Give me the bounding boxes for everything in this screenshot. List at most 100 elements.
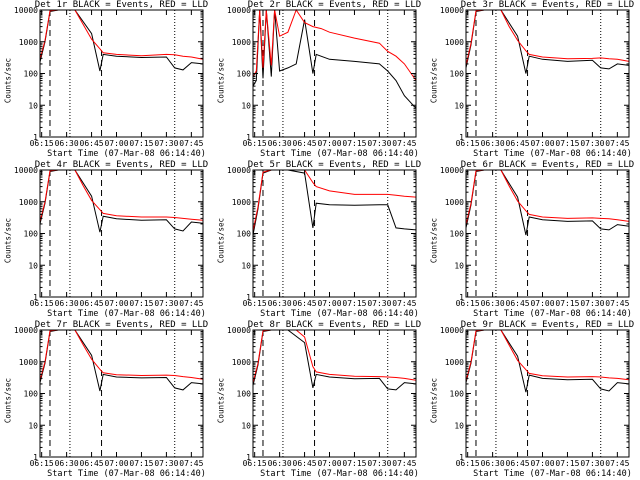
plot-frame	[465, 9, 630, 138]
panel-title: Det 2r BLACK = Events, RED = LLD	[247, 0, 422, 10]
x-tick-label: 07:15	[342, 299, 366, 308]
y-tick-label: 100	[450, 70, 465, 79]
x-tick-label: 07:30	[154, 299, 178, 308]
y-tick-label: 1	[246, 453, 251, 462]
y-tick-label: 10	[28, 101, 38, 110]
y-tick-label: 100	[24, 390, 39, 399]
x-axis-label: Start Time (07-Mar-08 06:14:40)	[47, 309, 206, 319]
detector-panel: Det 3r BLACK = Events, RED = LLD Start Ti…	[426, 0, 639, 160]
y-tick-label: 100	[24, 230, 39, 239]
detector-panel: Det 4r BLACK = Events, RED = LLD Start Ti…	[0, 160, 213, 320]
x-axis-label: Start Time (07-Mar-08 06:14:40)	[260, 149, 419, 159]
x-tick-label: 06:15	[243, 299, 267, 308]
y-tick-label: 10	[241, 101, 251, 110]
x-axis-label: Start Time (07-Mar-08 06:14:40)	[473, 469, 632, 479]
x-tick-label: 07:15	[555, 459, 579, 468]
panel-title: Det 5r BLACK = Events, RED = LLD	[247, 160, 422, 170]
x-tick-label: 07:15	[129, 299, 153, 308]
detector-panel: Det 2r BLACK = Events, RED = LLD Start Ti…	[213, 0, 426, 160]
x-tick-label: 06:45	[80, 299, 104, 308]
x-axis-label: Start Time (07-Mar-08 06:14:40)	[260, 469, 419, 479]
x-tick-label: 06:45	[80, 459, 104, 468]
panel-title: Det 3r BLACK = Events, RED = LLD	[460, 0, 635, 10]
panel-plot: 1 10 100 1000 10000 06:15 06:30 06:45 07:00 07:15…	[14, 166, 204, 308]
y-tick-label: 1000	[445, 38, 464, 47]
x-tick-label: 06:45	[80, 139, 104, 148]
x-tick-label: 06:15	[456, 139, 480, 148]
x-tick-label: 06:15	[30, 139, 54, 148]
x-tick-label: 06:45	[506, 299, 530, 308]
y-tick-label: 1000	[19, 198, 38, 207]
x-axis-label: Start Time (07-Mar-08 06:14:40)	[260, 309, 419, 319]
x-tick-label: 07:15	[342, 139, 366, 148]
x-tick-label: 06:15	[30, 459, 54, 468]
x-tick-label: 06:30	[55, 299, 79, 308]
lld-series-line	[39, 9, 204, 60]
y-tick-label: 10	[454, 421, 464, 430]
lld-series-line	[252, 8, 417, 81]
x-tick-label: 06:30	[55, 139, 79, 148]
x-tick-label: 07:30	[367, 299, 391, 308]
x-tick-label: 07:15	[129, 139, 153, 148]
events-series-line	[252, 169, 417, 236]
x-tick-label: 06:45	[293, 459, 317, 468]
x-tick-label: 07:45	[179, 299, 203, 308]
y-tick-label: 100	[450, 230, 465, 239]
y-tick-label: 1	[33, 293, 38, 302]
events-series-line	[465, 9, 630, 74]
panel-plot: 1 10 100 1000 10000 06:15 06:30 06:45 07:00 07:15…	[440, 6, 630, 148]
lld-series-line	[465, 169, 630, 225]
x-tick-label: 07:00	[104, 139, 128, 148]
x-tick-label: 07:00	[530, 299, 554, 308]
y-tick-label: 10000	[14, 6, 38, 15]
detector-panel: Det 1r BLACK = Events, RED = LLD Start Ti…	[0, 0, 213, 160]
panel-title: Det 1r BLACK = Events, RED = LLD	[34, 0, 209, 10]
plot-frame	[252, 9, 417, 138]
lld-series-line	[465, 329, 630, 382]
y-tick-label: 10	[28, 261, 38, 270]
x-tick-label: 06:30	[268, 299, 292, 308]
x-tick-label: 06:30	[481, 459, 505, 468]
x-axis-label: Start Time (07-Mar-08 06:14:40)	[47, 149, 206, 159]
x-tick-label: 07:45	[392, 459, 416, 468]
lld-series-line	[465, 9, 630, 66]
events-series-line	[252, 329, 417, 391]
x-tick-label: 07:00	[530, 139, 554, 148]
y-tick-label: 1000	[19, 358, 38, 367]
y-tick-label: 1000	[445, 358, 464, 367]
x-tick-label: 06:30	[481, 299, 505, 308]
panel-plot: 1 10 100 1000 10000 06:15 06:30 06:45 07:00 07:15…	[14, 6, 204, 148]
x-tick-label: 07:45	[605, 459, 629, 468]
x-tick-label: 07:15	[555, 139, 579, 148]
plot-frame	[39, 9, 204, 138]
y-tick-label: 100	[24, 70, 39, 79]
x-tick-label: 07:30	[367, 459, 391, 468]
x-tick-label: 07:45	[392, 299, 416, 308]
x-tick-label: 07:00	[317, 299, 341, 308]
y-tick-label: 1	[459, 133, 464, 142]
x-tick-label: 07:00	[317, 459, 341, 468]
y-tick-label: 1	[459, 293, 464, 302]
y-tick-label: 10	[454, 261, 464, 270]
y-tick-label: 100	[450, 390, 465, 399]
panel-plot: 1 10 100 1000 10000 06:15 06:30 06:45 07:00 07:15…	[227, 166, 417, 308]
y-tick-label: 1000	[232, 198, 251, 207]
y-tick-label: 1	[33, 453, 38, 462]
y-tick-label: 10	[28, 421, 38, 430]
y-tick-label: 1000	[232, 358, 251, 367]
lld-series-line	[252, 169, 417, 232]
panel-plot: 1 10 100 1000 10000 06:15 06:30 06:45 07:00 07:15…	[440, 326, 630, 468]
x-tick-label: 06:15	[243, 459, 267, 468]
y-tick-label: 10	[241, 421, 251, 430]
y-tick-label: 1000	[445, 198, 464, 207]
x-tick-label: 06:15	[243, 139, 267, 148]
y-tick-label: 10	[241, 261, 251, 270]
x-tick-label: 07:45	[605, 299, 629, 308]
detector-panel: Det 5r BLACK = Events, RED = LLD Start Ti…	[213, 160, 426, 320]
detector-panel: Det 8r BLACK = Events, RED = LLD Start Ti…	[213, 320, 426, 480]
x-axis-label: Start Time (07-Mar-08 06:14:40)	[473, 149, 632, 159]
x-axis-label: Start Time (07-Mar-08 06:14:40)	[47, 469, 206, 479]
y-tick-label: 10	[454, 101, 464, 110]
x-tick-label: 07:00	[104, 459, 128, 468]
x-tick-label: 07:30	[580, 459, 604, 468]
